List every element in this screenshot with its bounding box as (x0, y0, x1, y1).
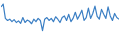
data-line (1, 4, 119, 31)
chart (0, 0, 120, 45)
plot-area (1, 4, 119, 31)
